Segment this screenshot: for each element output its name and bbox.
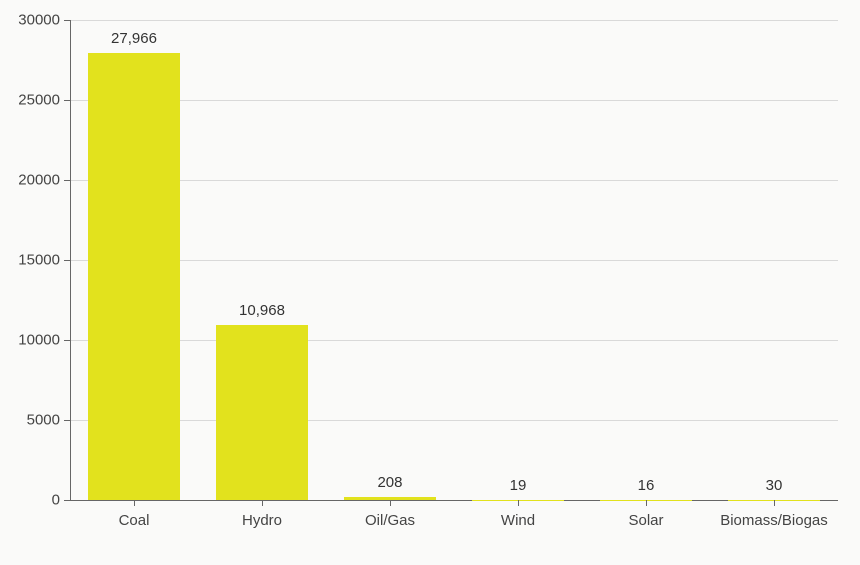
gridline [70,180,838,181]
gridline [70,20,838,21]
x-tick-label: Solar [628,500,663,529]
plot-area: 05000100001500020000250003000027,966Coal… [70,20,838,500]
bar-value-label: 208 [377,474,402,497]
bar-value-label: 16 [638,477,655,500]
x-tick-label: Wind [501,500,535,529]
x-tick-label: Hydro [242,500,282,529]
bar-value-label: 10,968 [239,302,285,325]
x-tick-label: Biomass/Biogas [720,500,828,529]
y-tick-label: 25000 [18,92,70,109]
bar: 10,968 [216,325,308,500]
x-tick-label: Oil/Gas [365,500,415,529]
gridline [70,420,838,421]
bar-value-label: 19 [510,477,527,500]
bar: 27,966 [88,53,180,500]
y-tick-label: 15000 [18,252,70,269]
gridline [70,100,838,101]
y-tick-label: 10000 [18,332,70,349]
y-axis-line [70,20,71,500]
gridline [70,260,838,261]
energy-bar-chart: 05000100001500020000250003000027,966Coal… [0,0,860,565]
y-tick-label: 20000 [18,172,70,189]
y-tick-label: 30000 [18,12,70,29]
gridline [70,340,838,341]
bar-value-label: 30 [766,477,783,500]
bar-value-label: 27,966 [111,30,157,53]
x-tick-label: Coal [119,500,150,529]
